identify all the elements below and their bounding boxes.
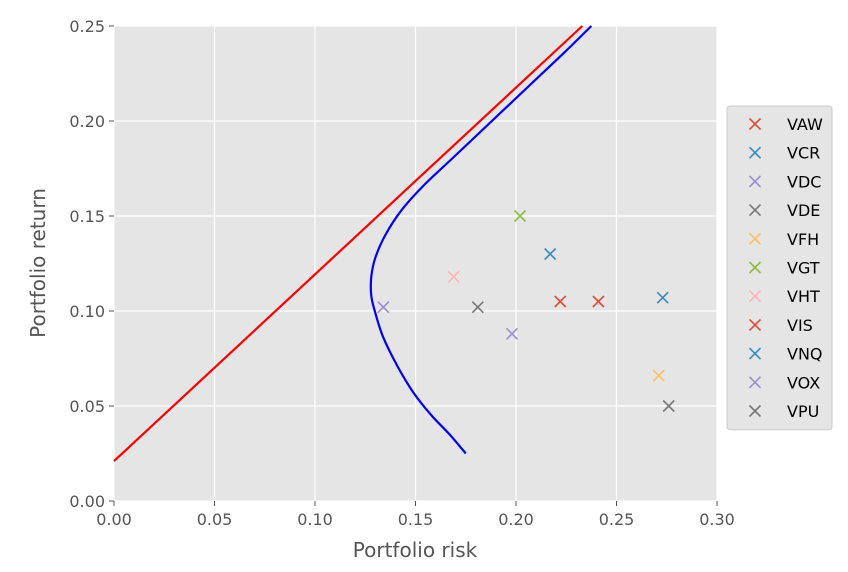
legend-item-vnq: VNQ: [748, 345, 823, 364]
legend-label: VFH: [787, 230, 819, 249]
point-vde: [471, 301, 484, 314]
legend-item-vdc: VDC: [748, 172, 821, 191]
point-vox: [505, 327, 519, 340]
legend-item-vaw: VAW: [748, 115, 823, 134]
legend-item-vht: VHT: [748, 287, 820, 306]
point-vcr: [544, 247, 557, 261]
x-tick-label: 0.30: [699, 510, 735, 529]
point-vnq: [656, 291, 669, 304]
legend-marker: [748, 232, 762, 245]
legend-marker: [748, 347, 762, 360]
legend-marker: [748, 261, 762, 274]
legend-marker: [748, 404, 762, 418]
legend-marker: [748, 376, 762, 389]
series-layer: [113, 25, 675, 462]
legend-item-vde: VDE: [748, 201, 820, 220]
x-tick-label: 0.10: [297, 510, 333, 529]
legend-item-vox: VOX: [748, 373, 820, 392]
legend-item-vpu: VPU: [748, 402, 819, 421]
y-tick-label: 0.20: [69, 112, 105, 131]
x-tick-label: 0.05: [197, 510, 233, 529]
legend-item-vgt: VGT: [748, 259, 820, 278]
y-tick-label: 0.10: [69, 302, 105, 321]
legend-marker: [748, 146, 762, 159]
legend-box: [726, 105, 833, 431]
x-tick-label: 0.20: [498, 510, 534, 529]
point-vis: [554, 295, 567, 308]
legend-item-vis: VIS: [748, 316, 813, 335]
legend-marker: [748, 175, 762, 188]
y-tick-label: 0.05: [69, 397, 105, 416]
x-tick-label: 0.25: [599, 510, 635, 529]
legend-label: VNQ: [787, 345, 823, 364]
legend-label: VAW: [787, 115, 823, 134]
efficient-frontier: [369, 25, 593, 455]
legend-marker: [748, 117, 762, 131]
legend-label: VPU: [787, 402, 819, 421]
point-vht: [447, 270, 460, 283]
legend-item-vcr: VCR: [748, 144, 820, 163]
x-axis-title: Portfolio risk: [353, 538, 478, 562]
x-tick-label: 0.15: [398, 510, 434, 529]
y-axis-title: Portfolio return: [26, 188, 50, 338]
y-tick-label: 0.15: [69, 207, 105, 226]
legend-label: VHT: [787, 287, 820, 306]
point-vfh: [652, 369, 665, 382]
legend-item-vfh: VFH: [748, 230, 819, 249]
point-vgt: [513, 209, 527, 223]
legend-marker: [748, 204, 762, 217]
legend-label: VGT: [787, 259, 820, 278]
point-vdc: [377, 301, 390, 314]
legend-label: VCR: [787, 144, 820, 163]
ticks: 0.00 0.05 0.10 0.15 0.20 0.25 0.30 0.00 0.05 0.10…: [69, 17, 734, 529]
legend-label: VOX: [787, 373, 820, 392]
legend-marker: [748, 290, 762, 303]
point-vpu: [662, 399, 675, 413]
y-tick-label: 0.25: [69, 17, 105, 36]
legend: VAW VCR VDC VDE VFH VGT VHT VIS VNQ VOX VPU: [726, 105, 833, 431]
legend-marker: [748, 318, 762, 331]
legend-label: VDE: [787, 201, 820, 220]
legend-label: VIS: [787, 316, 813, 335]
point-vaw: [592, 295, 605, 308]
legend-label: VDC: [787, 172, 821, 191]
y-tick-label: 0.00: [69, 492, 105, 511]
x-tick-label: 0.00: [96, 510, 132, 529]
capital-market-line: [113, 25, 584, 462]
